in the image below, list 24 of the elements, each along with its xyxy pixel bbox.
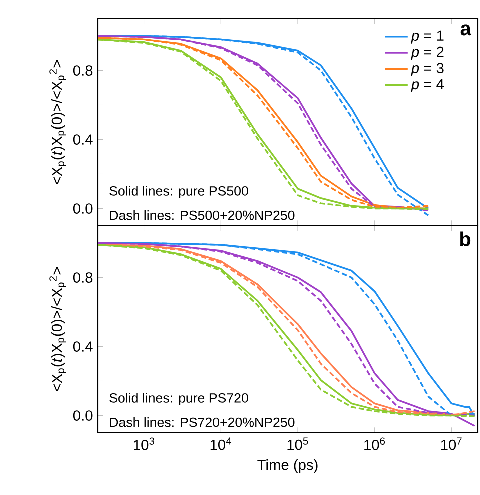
x-tick-label: 10$^{4}$	[210, 438, 232, 450]
x-axis-title: Time (ps)	[258, 459, 318, 474]
x-tick-label: 10$^{6}$	[364, 438, 386, 450]
y-tick-label: 0.8	[73, 66, 93, 76]
legend-label: p = 4	[411, 79, 444, 92]
x-tick-label: 10$^{3}$	[134, 438, 154, 450]
legend-label: p = 3	[411, 63, 444, 76]
y-tick-label: 0.0	[73, 204, 93, 214]
annotation: Dash lines: PS500+20%NP250	[110, 210, 295, 220]
text: <X$_{p}$(t)X$_{p}$(0)>/<X$_{p}$$^{2}$>	[50, 60, 66, 184]
y-tick-label: 0.8	[73, 272, 93, 283]
y-tick-label: 0.0	[73, 410, 93, 421]
legend-label: p = 1	[411, 30, 444, 44]
annotation: Solid lines: pure PS720	[110, 393, 248, 406]
text: <X$_{p}$(t)X$_{p}$(0)>/<X$_{p}$$^{2}$>	[50, 267, 66, 392]
x-tick-label: 10$^{7}$	[441, 438, 462, 450]
y-tick-label: 0.4	[73, 342, 93, 352]
y-tick-label: 0.4	[73, 134, 93, 145]
x-tick-label: 10$^{5}$	[288, 438, 308, 450]
annotation: Dash lines: PS720+20%NP250	[110, 417, 295, 428]
chart-title: b	[460, 232, 471, 246]
annotation: Solid lines: pure PS500	[110, 186, 248, 199]
chart-title: a	[460, 24, 472, 36]
legend-label: p = 2	[411, 46, 444, 60]
